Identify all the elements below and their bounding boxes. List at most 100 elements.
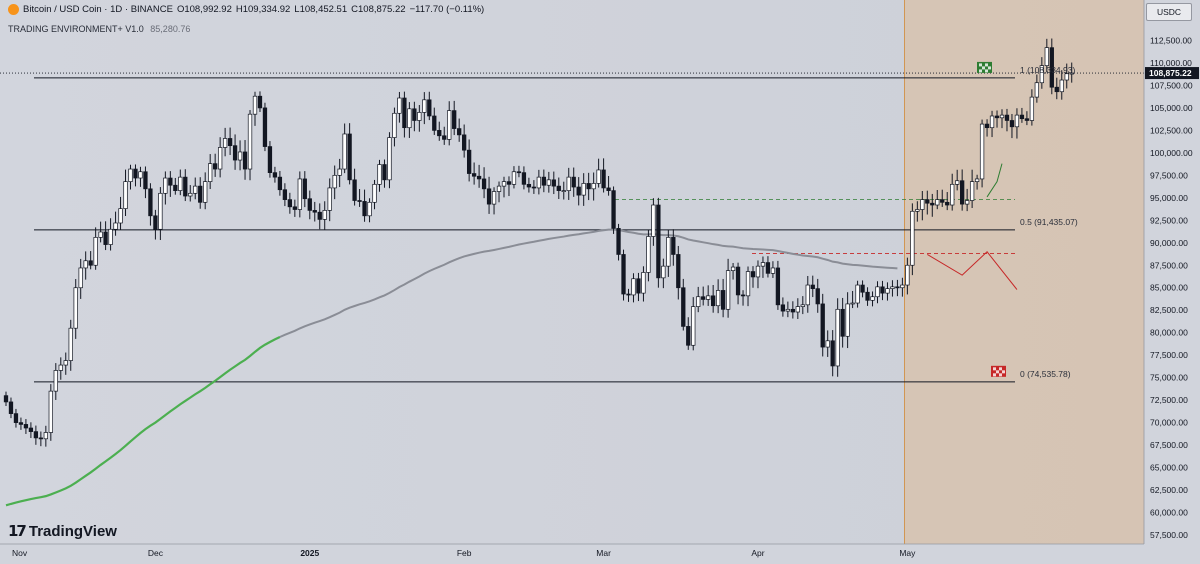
candle-body bbox=[203, 181, 208, 203]
candle-body bbox=[382, 164, 387, 181]
candle-body bbox=[760, 262, 766, 267]
candle-body bbox=[686, 326, 691, 346]
candle-body bbox=[38, 437, 44, 440]
candle-body bbox=[581, 183, 586, 196]
time-tick-label: 2025 bbox=[300, 548, 319, 558]
candle-body bbox=[641, 272, 646, 294]
candle-body bbox=[93, 237, 98, 266]
candle-body bbox=[1024, 118, 1030, 121]
candle-body bbox=[1059, 79, 1064, 93]
candle-body bbox=[322, 210, 327, 220]
candle-body bbox=[1044, 47, 1049, 66]
open-value: O108,992.92 bbox=[176, 4, 232, 15]
candle-body bbox=[23, 424, 29, 429]
candle-body bbox=[780, 304, 786, 312]
candle-body bbox=[566, 176, 571, 191]
candle-body bbox=[412, 108, 417, 121]
price-tick-label: 102,500.00 bbox=[1150, 125, 1193, 135]
candle-body bbox=[312, 210, 317, 213]
time-tick-label: May bbox=[899, 548, 916, 558]
candle-body bbox=[452, 110, 457, 129]
candle-body bbox=[835, 308, 840, 367]
candle-body bbox=[636, 278, 641, 294]
candle-body bbox=[208, 163, 213, 182]
candle-body bbox=[666, 237, 671, 267]
candle-body bbox=[964, 200, 970, 205]
candle-body bbox=[347, 133, 352, 181]
bullish-projection-arrow bbox=[986, 163, 1003, 198]
candle-body bbox=[342, 133, 347, 170]
tradingview-logo[interactable]: 𝟭𝟳 TradingView bbox=[8, 522, 117, 541]
price-tick-label: 92,500.00 bbox=[1150, 215, 1188, 225]
candle-body bbox=[183, 176, 188, 197]
price-tick-label: 85,000.00 bbox=[1150, 283, 1188, 293]
time-tick-label: Apr bbox=[751, 548, 764, 558]
candle-body bbox=[979, 123, 985, 180]
candle-body bbox=[810, 284, 815, 289]
candle-body bbox=[138, 171, 143, 179]
candle-body bbox=[58, 364, 63, 371]
price-tick-label: 112,500.00 bbox=[1150, 35, 1192, 45]
candle-body bbox=[770, 267, 776, 274]
candle-body bbox=[521, 172, 527, 185]
price-axis bbox=[1144, 0, 1200, 564]
currency-button[interactable]: USDC bbox=[1146, 3, 1192, 21]
symbol-title[interactable]: Bitcoin / USD Coin · 1D · BINANCE bbox=[23, 4, 173, 15]
candle-body bbox=[372, 183, 377, 203]
candle-body bbox=[601, 169, 606, 189]
candle-body bbox=[352, 179, 357, 201]
candle-body bbox=[815, 288, 820, 305]
candle-body bbox=[691, 306, 696, 346]
candle-body bbox=[711, 295, 716, 307]
candle-body bbox=[611, 190, 616, 229]
candle-body bbox=[387, 137, 392, 181]
candle-body bbox=[850, 302, 855, 305]
candle-body bbox=[875, 286, 880, 298]
price-tick-label: 70,000.00 bbox=[1150, 418, 1188, 428]
current-price-label: 108,875.22 bbox=[1149, 68, 1192, 78]
candle-body bbox=[481, 178, 487, 190]
candle-body bbox=[561, 190, 566, 192]
candle-body bbox=[422, 99, 427, 113]
candle-body bbox=[337, 168, 342, 176]
candle-body bbox=[466, 149, 472, 174]
candle-body bbox=[775, 267, 781, 306]
time-axis bbox=[0, 544, 1144, 564]
time-tick-label: Nov bbox=[12, 548, 28, 558]
candle-body bbox=[536, 176, 542, 189]
indicator-legend[interactable]: TRADING ENVIRONMENT+ V1.0 85,280.76 bbox=[8, 24, 190, 34]
candle-body bbox=[397, 97, 402, 114]
candle-body bbox=[123, 181, 128, 209]
candle-body bbox=[168, 177, 173, 186]
candle-body bbox=[307, 198, 312, 211]
candle-body bbox=[491, 191, 497, 205]
indicator-name[interactable]: TRADING ENVIRONMENT+ V1.0 bbox=[8, 24, 144, 34]
candle-body bbox=[327, 187, 332, 211]
target-flag-green-icon-check bbox=[985, 69, 988, 73]
projection-zone bbox=[904, 0, 1144, 544]
candle-body bbox=[551, 179, 556, 187]
candle-body bbox=[357, 200, 362, 202]
candle-body bbox=[262, 107, 268, 147]
candle-body bbox=[73, 287, 78, 329]
candle-body bbox=[830, 340, 835, 367]
symbol-legend[interactable]: Bitcoin / USD Coin · 1D · BINANCE O108,9… bbox=[8, 4, 484, 15]
candle-body bbox=[133, 168, 138, 179]
candle-body bbox=[765, 262, 771, 274]
candle-body bbox=[546, 179, 551, 186]
low-value: L108,452.51 bbox=[294, 4, 348, 15]
candle-body bbox=[945, 201, 950, 206]
candle-body bbox=[910, 210, 915, 266]
candle-body bbox=[840, 308, 845, 337]
candle-body bbox=[217, 147, 223, 170]
candle-body bbox=[900, 284, 905, 289]
candle-body bbox=[960, 180, 965, 205]
candle-body bbox=[198, 185, 203, 203]
candle-body bbox=[631, 278, 636, 296]
candle-body bbox=[407, 108, 412, 129]
candle-body bbox=[656, 204, 661, 279]
candle-body bbox=[795, 306, 800, 313]
price-tick-label: 87,500.00 bbox=[1150, 260, 1188, 270]
candle-body bbox=[740, 294, 746, 297]
